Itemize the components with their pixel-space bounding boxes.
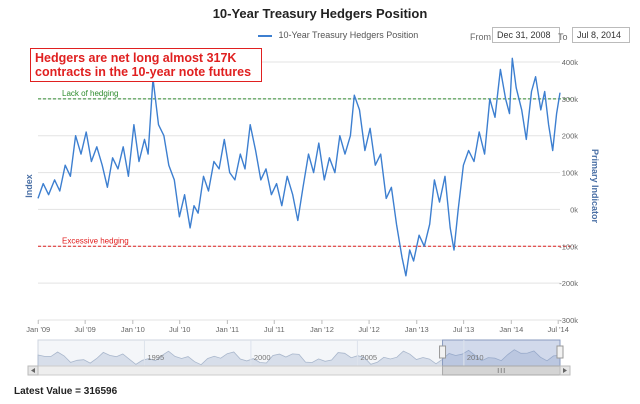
- navigator-selection[interactable]: [442, 339, 561, 367]
- x-tick-label: Jul '09: [74, 325, 95, 334]
- x-tick-label: Jan '11: [216, 325, 239, 334]
- x-tick-label: Jul '13: [453, 325, 474, 334]
- y-tick-label: -100k: [559, 242, 578, 251]
- latest-value: Latest Value = 316596: [14, 386, 117, 397]
- y-axis-label-right: Primary Indicator: [590, 149, 600, 224]
- y-tick-label: 200k: [562, 132, 579, 141]
- y-tick-label: -300k: [559, 316, 578, 325]
- navigator-handle[interactable]: [556, 345, 564, 359]
- x-tick-label: Jul '10: [169, 325, 190, 334]
- x-tick-label: Jan '10: [121, 325, 145, 334]
- chevron-left-icon: [31, 368, 35, 373]
- y-tick-label: 300k: [562, 95, 579, 104]
- reference-line-label: Lack of hedging: [62, 89, 119, 98]
- navigator-handle[interactable]: [439, 345, 447, 359]
- legend-swatch: [258, 34, 272, 37]
- navigator-tick-label: 1995: [147, 353, 164, 362]
- y-tick-labels: -300k -200k -100k 0k 100k 200k 300k 400k: [559, 58, 578, 325]
- from-label: From: [470, 32, 491, 42]
- series-layer: [37, 57, 561, 277]
- x-tick-label: Jan '14: [499, 325, 523, 334]
- legend-label: 10-Year Treasury Hedgers Position: [278, 30, 419, 40]
- navigator[interactable]: 1995 2000 2005 2010: [27, 339, 571, 376]
- grid-lines: [38, 61, 560, 321]
- y-tick-label: 400k: [562, 58, 579, 67]
- annotation-box: Hedgers are net long almost 317K contrac…: [30, 48, 262, 82]
- x-tick-label: Jul '14: [547, 325, 568, 334]
- x-tick-label: Jul '12: [358, 325, 379, 334]
- to-label: To: [558, 32, 568, 42]
- x-tick-label: Jan '13: [405, 325, 429, 334]
- navigator-series: [37, 349, 561, 367]
- y-axis-label: Index: [24, 174, 34, 198]
- navigator-tick-label: 2005: [360, 353, 377, 362]
- y-tick-label: -200k: [559, 279, 578, 288]
- series-line: [37, 57, 561, 277]
- latest-value-number: 316596: [83, 386, 118, 397]
- annotation-line-1: Hedgers are net long almost 317K: [35, 51, 237, 65]
- chart-title: 10-Year Treasury Hedgers Position: [212, 6, 428, 21]
- x-tick-label: Jan '09: [26, 325, 50, 334]
- from-date-input[interactable]: Dec 31, 2008: [492, 27, 560, 43]
- y-tick-label: 100k: [562, 169, 579, 178]
- annotation-line-2: contracts in the 10-year note futures: [35, 65, 252, 79]
- navigator-tick-label: 2000: [254, 353, 271, 362]
- chevron-right-icon: [563, 368, 567, 373]
- legend[interactable]: 10-Year Treasury Hedgers Position: [258, 30, 418, 40]
- x-tick-labels: Jan '09 Jul '09 Jan '10 Jul '10 Jan '11 Jul '…: [26, 320, 569, 334]
- to-date-input[interactable]: Jul 8, 2014: [572, 27, 630, 43]
- y-tick-label: 0k: [570, 205, 578, 214]
- reference-lines: Lack of hedging Excessive hedging: [38, 89, 574, 247]
- latest-value-label: Latest Value =: [14, 386, 84, 397]
- x-tick-label: Jul '11: [264, 325, 285, 334]
- navigator-tick-label: 2010: [467, 353, 484, 362]
- x-tick-label: Jan '12: [310, 325, 334, 334]
- reference-line-label: Excessive hedging: [62, 236, 129, 245]
